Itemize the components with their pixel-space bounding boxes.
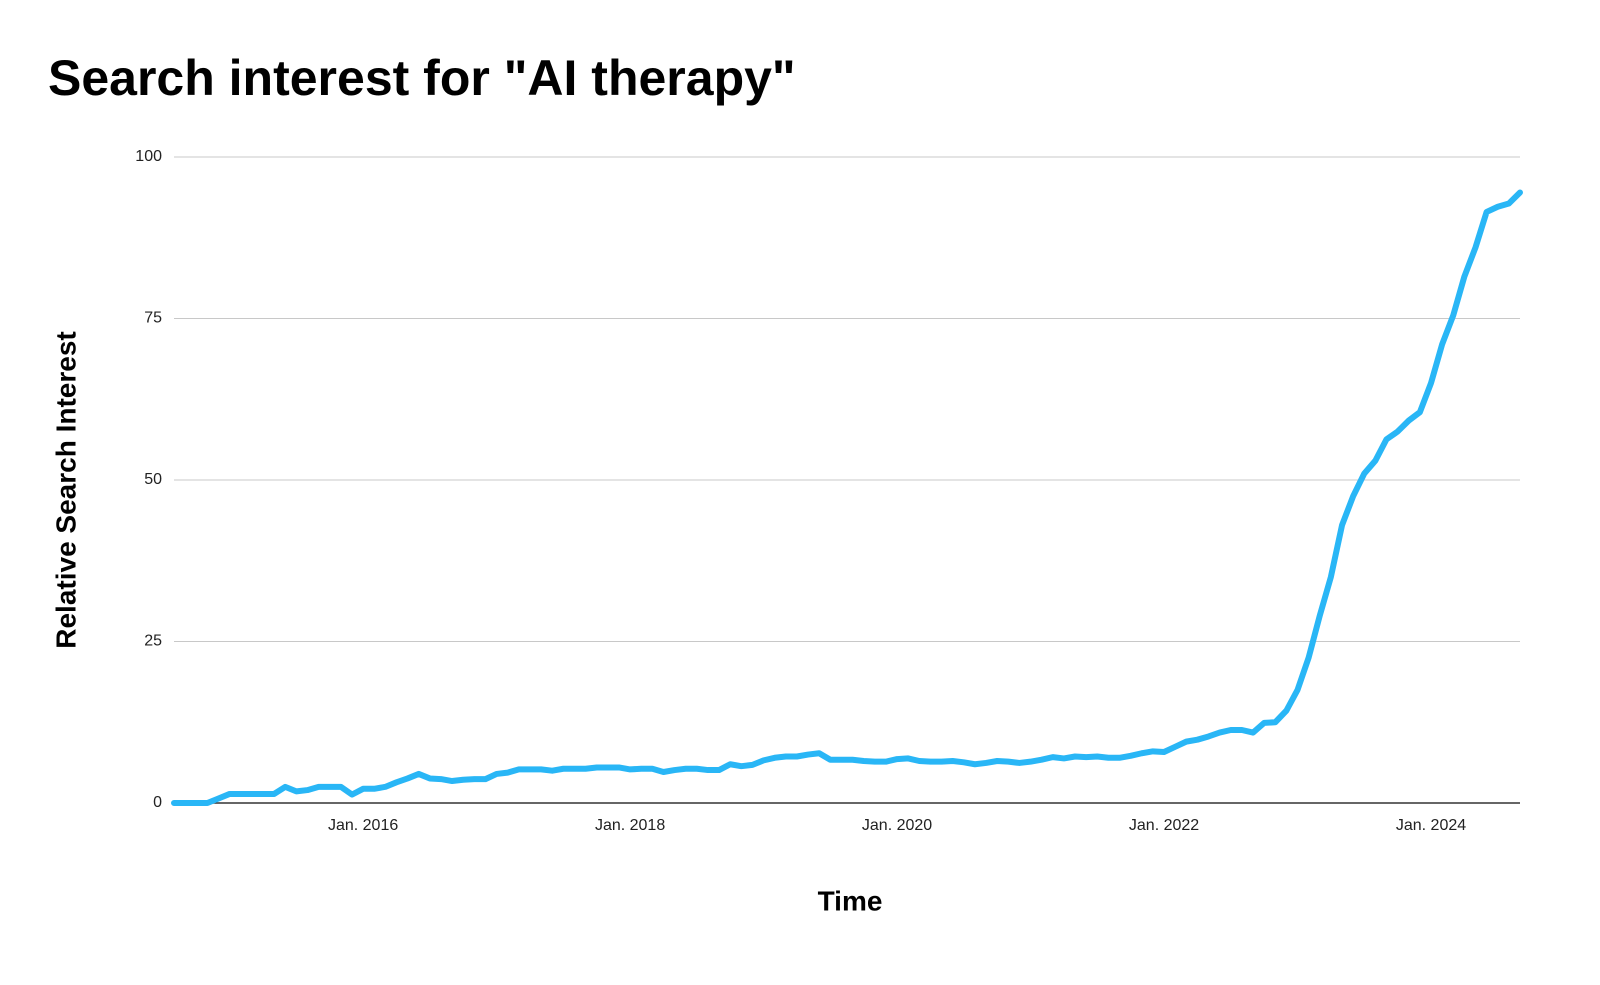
y-tick-label: 50 — [144, 471, 162, 488]
y-tick-label: 75 — [144, 310, 162, 327]
y-tick-label: 25 — [144, 633, 162, 650]
y-axis-label: Relative Search Interest — [50, 331, 81, 649]
x-tick-label: Jan. 2018 — [595, 817, 665, 834]
x-tick-label: Jan. 2016 — [328, 817, 398, 834]
x-tick-label: Jan. 2022 — [1129, 817, 1199, 834]
y-tick-label: 0 — [153, 794, 162, 811]
x-axis-label: Time — [818, 885, 883, 916]
x-tick-label: Jan. 2024 — [1396, 817, 1466, 834]
y-tick-label: 100 — [135, 148, 162, 165]
x-tick-label: Jan. 2020 — [862, 817, 932, 834]
data-line — [171, 189, 1523, 806]
chart-title: Search interest for "AI therapy" — [48, 50, 796, 106]
